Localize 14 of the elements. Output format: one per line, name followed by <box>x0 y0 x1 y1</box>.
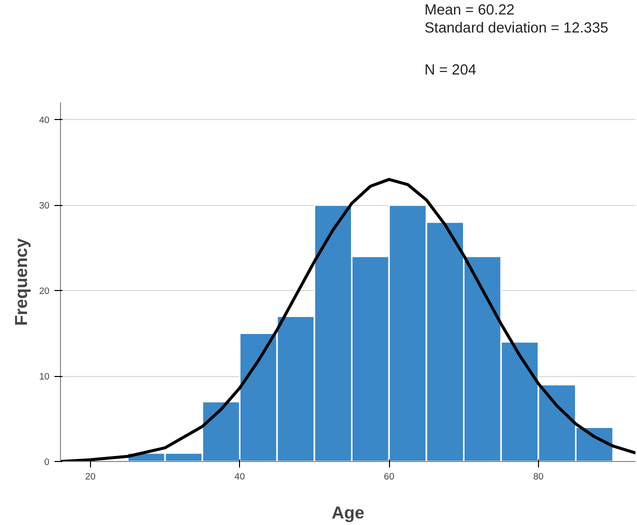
y-tick-label: 40 <box>39 115 50 126</box>
x-axis-title: Age <box>332 502 365 522</box>
y-tick-label: 30 <box>39 200 50 211</box>
y-axis-title: Frequency <box>11 238 32 326</box>
text: N = 204 <box>424 62 476 78</box>
y-tick-label: 20 <box>39 286 50 296</box>
y-tick-label: 10 <box>39 372 50 382</box>
y-tick-label: 0 <box>44 457 50 467</box>
text: Mean = 60.22 <box>424 2 515 18</box>
text: Standard deviation = 12.335 <box>424 20 608 36</box>
x-tick-label: 40 <box>234 472 245 482</box>
x-tick-label: 80 <box>533 472 544 482</box>
x-tick-label: 20 <box>85 472 96 482</box>
x-tick-label: 60 <box>384 472 394 482</box>
